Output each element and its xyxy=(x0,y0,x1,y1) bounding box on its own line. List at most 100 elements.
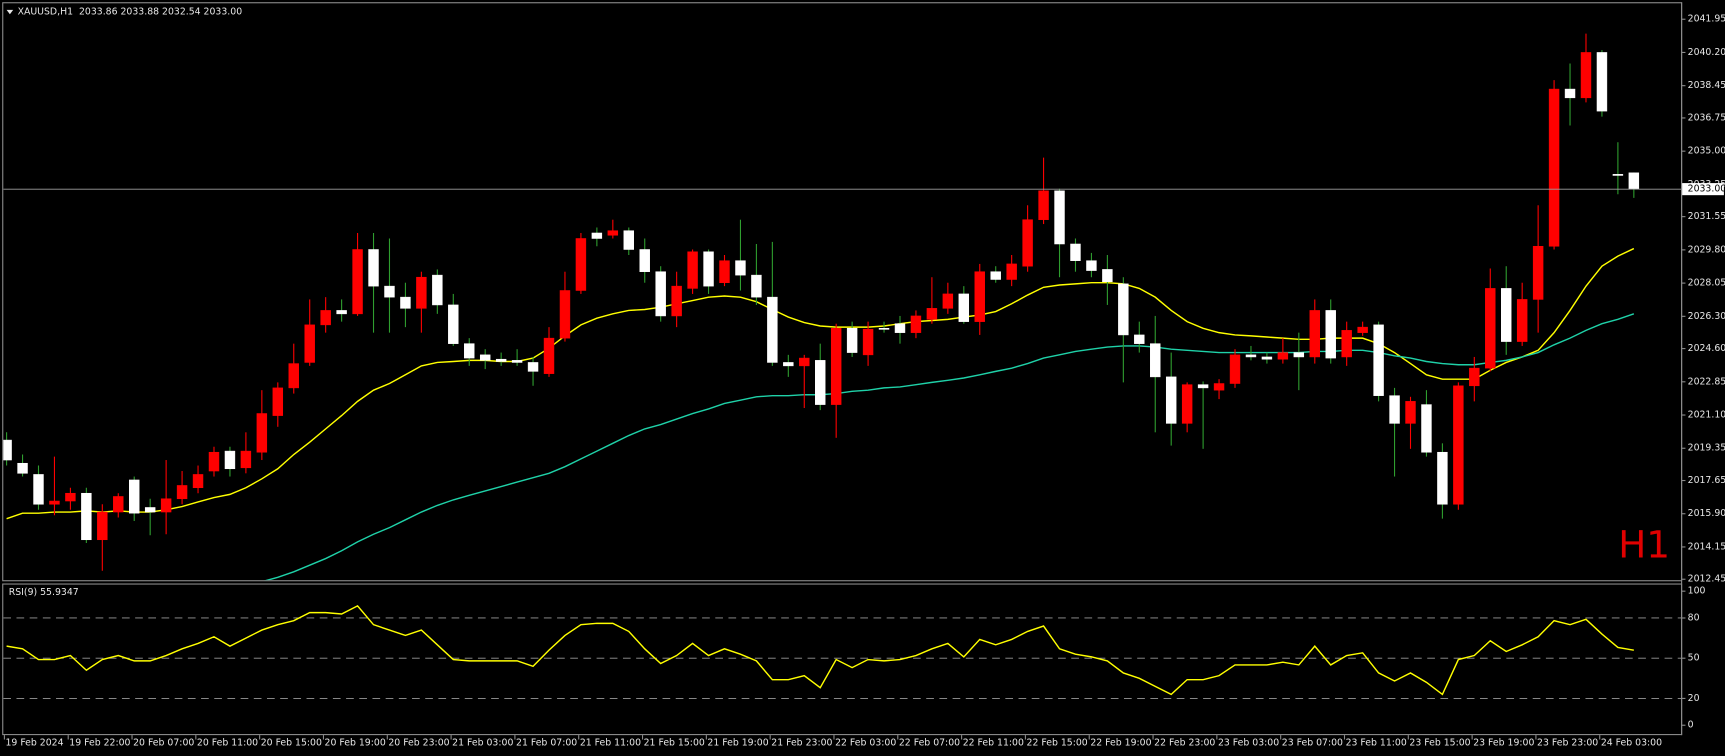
x-tick-label: 24 Feb 03:00 xyxy=(1601,737,1662,748)
candle-body xyxy=(65,492,76,502)
candle-body xyxy=(1293,352,1305,358)
candle-body xyxy=(1564,88,1576,99)
candle-body xyxy=(1389,395,1400,424)
y-tick-label: 2022.85 xyxy=(1688,376,1725,387)
candle-body xyxy=(671,285,682,317)
rsi-y-tick-label: 80 xyxy=(1688,612,1700,623)
candle-body xyxy=(1245,354,1257,358)
candle-body xyxy=(655,271,666,317)
candle-body xyxy=(735,260,746,276)
candle-body xyxy=(751,274,762,298)
candle-body xyxy=(1596,52,1608,112)
current-price-box xyxy=(1682,183,1724,196)
candle-body xyxy=(783,362,794,367)
y-tick-label: 2017.65 xyxy=(1688,475,1725,486)
candle-body xyxy=(464,343,475,359)
x-tick-label: 23 Feb 15:00 xyxy=(1409,737,1470,748)
candle-body xyxy=(1341,330,1352,358)
candle-body xyxy=(958,293,970,322)
candle-body xyxy=(224,450,236,470)
y-tick-label: 2035.00 xyxy=(1688,146,1725,157)
moving-average xyxy=(6,247,1635,520)
candle-body xyxy=(894,323,906,333)
y-tick-label: 2015.90 xyxy=(1688,508,1725,519)
y-tick-label: 2040.20 xyxy=(1688,47,1725,58)
candle-body xyxy=(1070,243,1081,261)
candle-body xyxy=(559,290,571,339)
candle-body xyxy=(336,310,347,315)
candle-body xyxy=(432,274,443,306)
x-tick-label: 20 Feb 11:00 xyxy=(197,737,258,748)
candle-body xyxy=(320,310,331,326)
candle-body xyxy=(3,439,12,461)
candle-body xyxy=(288,363,299,389)
x-tick-label: 19 Feb 2024 xyxy=(5,737,63,748)
x-tick-label: 22 Feb 03:00 xyxy=(835,737,896,748)
candle-body xyxy=(974,271,985,322)
candle-body xyxy=(1501,288,1512,342)
candle-body xyxy=(639,249,650,272)
candle-body xyxy=(815,360,826,405)
candle-body xyxy=(384,285,395,298)
rsi-plot xyxy=(3,605,1682,699)
y-tick-label: 2036.75 xyxy=(1688,112,1725,123)
x-tick-label: 22 Feb 07:00 xyxy=(899,737,960,748)
y-tick-label: 2038.45 xyxy=(1688,80,1725,91)
candle-body xyxy=(926,308,938,320)
candle-body xyxy=(1197,384,1209,389)
rsi-y-tick-label: 20 xyxy=(1688,693,1700,704)
candle-body xyxy=(256,413,268,453)
y-tick-label: 2021.10 xyxy=(1688,410,1725,421)
candle-body xyxy=(1150,343,1161,378)
x-tick-label: 21 Feb 11:00 xyxy=(580,737,641,748)
candle-body xyxy=(1309,310,1320,358)
candle-body xyxy=(1229,354,1241,384)
candle-body xyxy=(1181,384,1193,424)
candle-body xyxy=(607,230,619,236)
x-tick-label: 23 Feb 11:00 xyxy=(1346,737,1407,748)
candle-body xyxy=(878,328,890,330)
candle-body xyxy=(1469,367,1480,387)
candle-body xyxy=(97,511,108,541)
rsi-title: RSI(9) 55.9347 xyxy=(9,587,79,598)
candle-body xyxy=(575,238,587,291)
x-tick-label: 22 Feb 15:00 xyxy=(1027,737,1088,748)
candle-body xyxy=(1006,263,1017,280)
candle-body xyxy=(240,450,252,469)
candle-body xyxy=(703,251,714,287)
candle-body xyxy=(591,232,603,239)
y-tick-label: 2041.95 xyxy=(1688,14,1725,25)
main-plot xyxy=(3,33,1682,581)
candle-body xyxy=(129,479,140,514)
x-tick-label: 21 Feb 15:00 xyxy=(644,737,705,748)
candle-body xyxy=(272,387,284,416)
candle-body xyxy=(1038,190,1049,220)
candle-body xyxy=(352,249,363,315)
candle-body xyxy=(1437,451,1448,505)
candle-body xyxy=(1102,269,1113,283)
x-tick-label: 21 Feb 23:00 xyxy=(771,737,832,748)
x-tick-label: 20 Feb 15:00 xyxy=(261,737,322,748)
x-tick-label: 22 Feb 19:00 xyxy=(1090,737,1151,748)
rsi-y-tick-label: 100 xyxy=(1688,586,1706,597)
candle-body xyxy=(527,362,539,372)
x-tick-label: 22 Feb 23:00 xyxy=(1154,737,1215,748)
candle-body xyxy=(304,324,315,363)
candle-body xyxy=(1580,52,1592,99)
candle-body xyxy=(1453,385,1464,505)
x-tick-label: 20 Feb 07:00 xyxy=(133,737,194,748)
candle-body xyxy=(176,485,188,500)
candle-body xyxy=(113,496,124,513)
candle-body xyxy=(1532,245,1544,300)
candle-body xyxy=(1165,376,1177,424)
candle-body xyxy=(144,507,156,513)
y-tick-label: 2012.45 xyxy=(1688,574,1725,585)
candle-body xyxy=(719,260,730,283)
candle-body xyxy=(846,328,858,353)
x-tick-label: 20 Feb 23:00 xyxy=(388,737,449,748)
candle-body xyxy=(990,271,1001,280)
menu-triangle[interactable] xyxy=(6,9,14,15)
candle-body xyxy=(1086,260,1097,271)
